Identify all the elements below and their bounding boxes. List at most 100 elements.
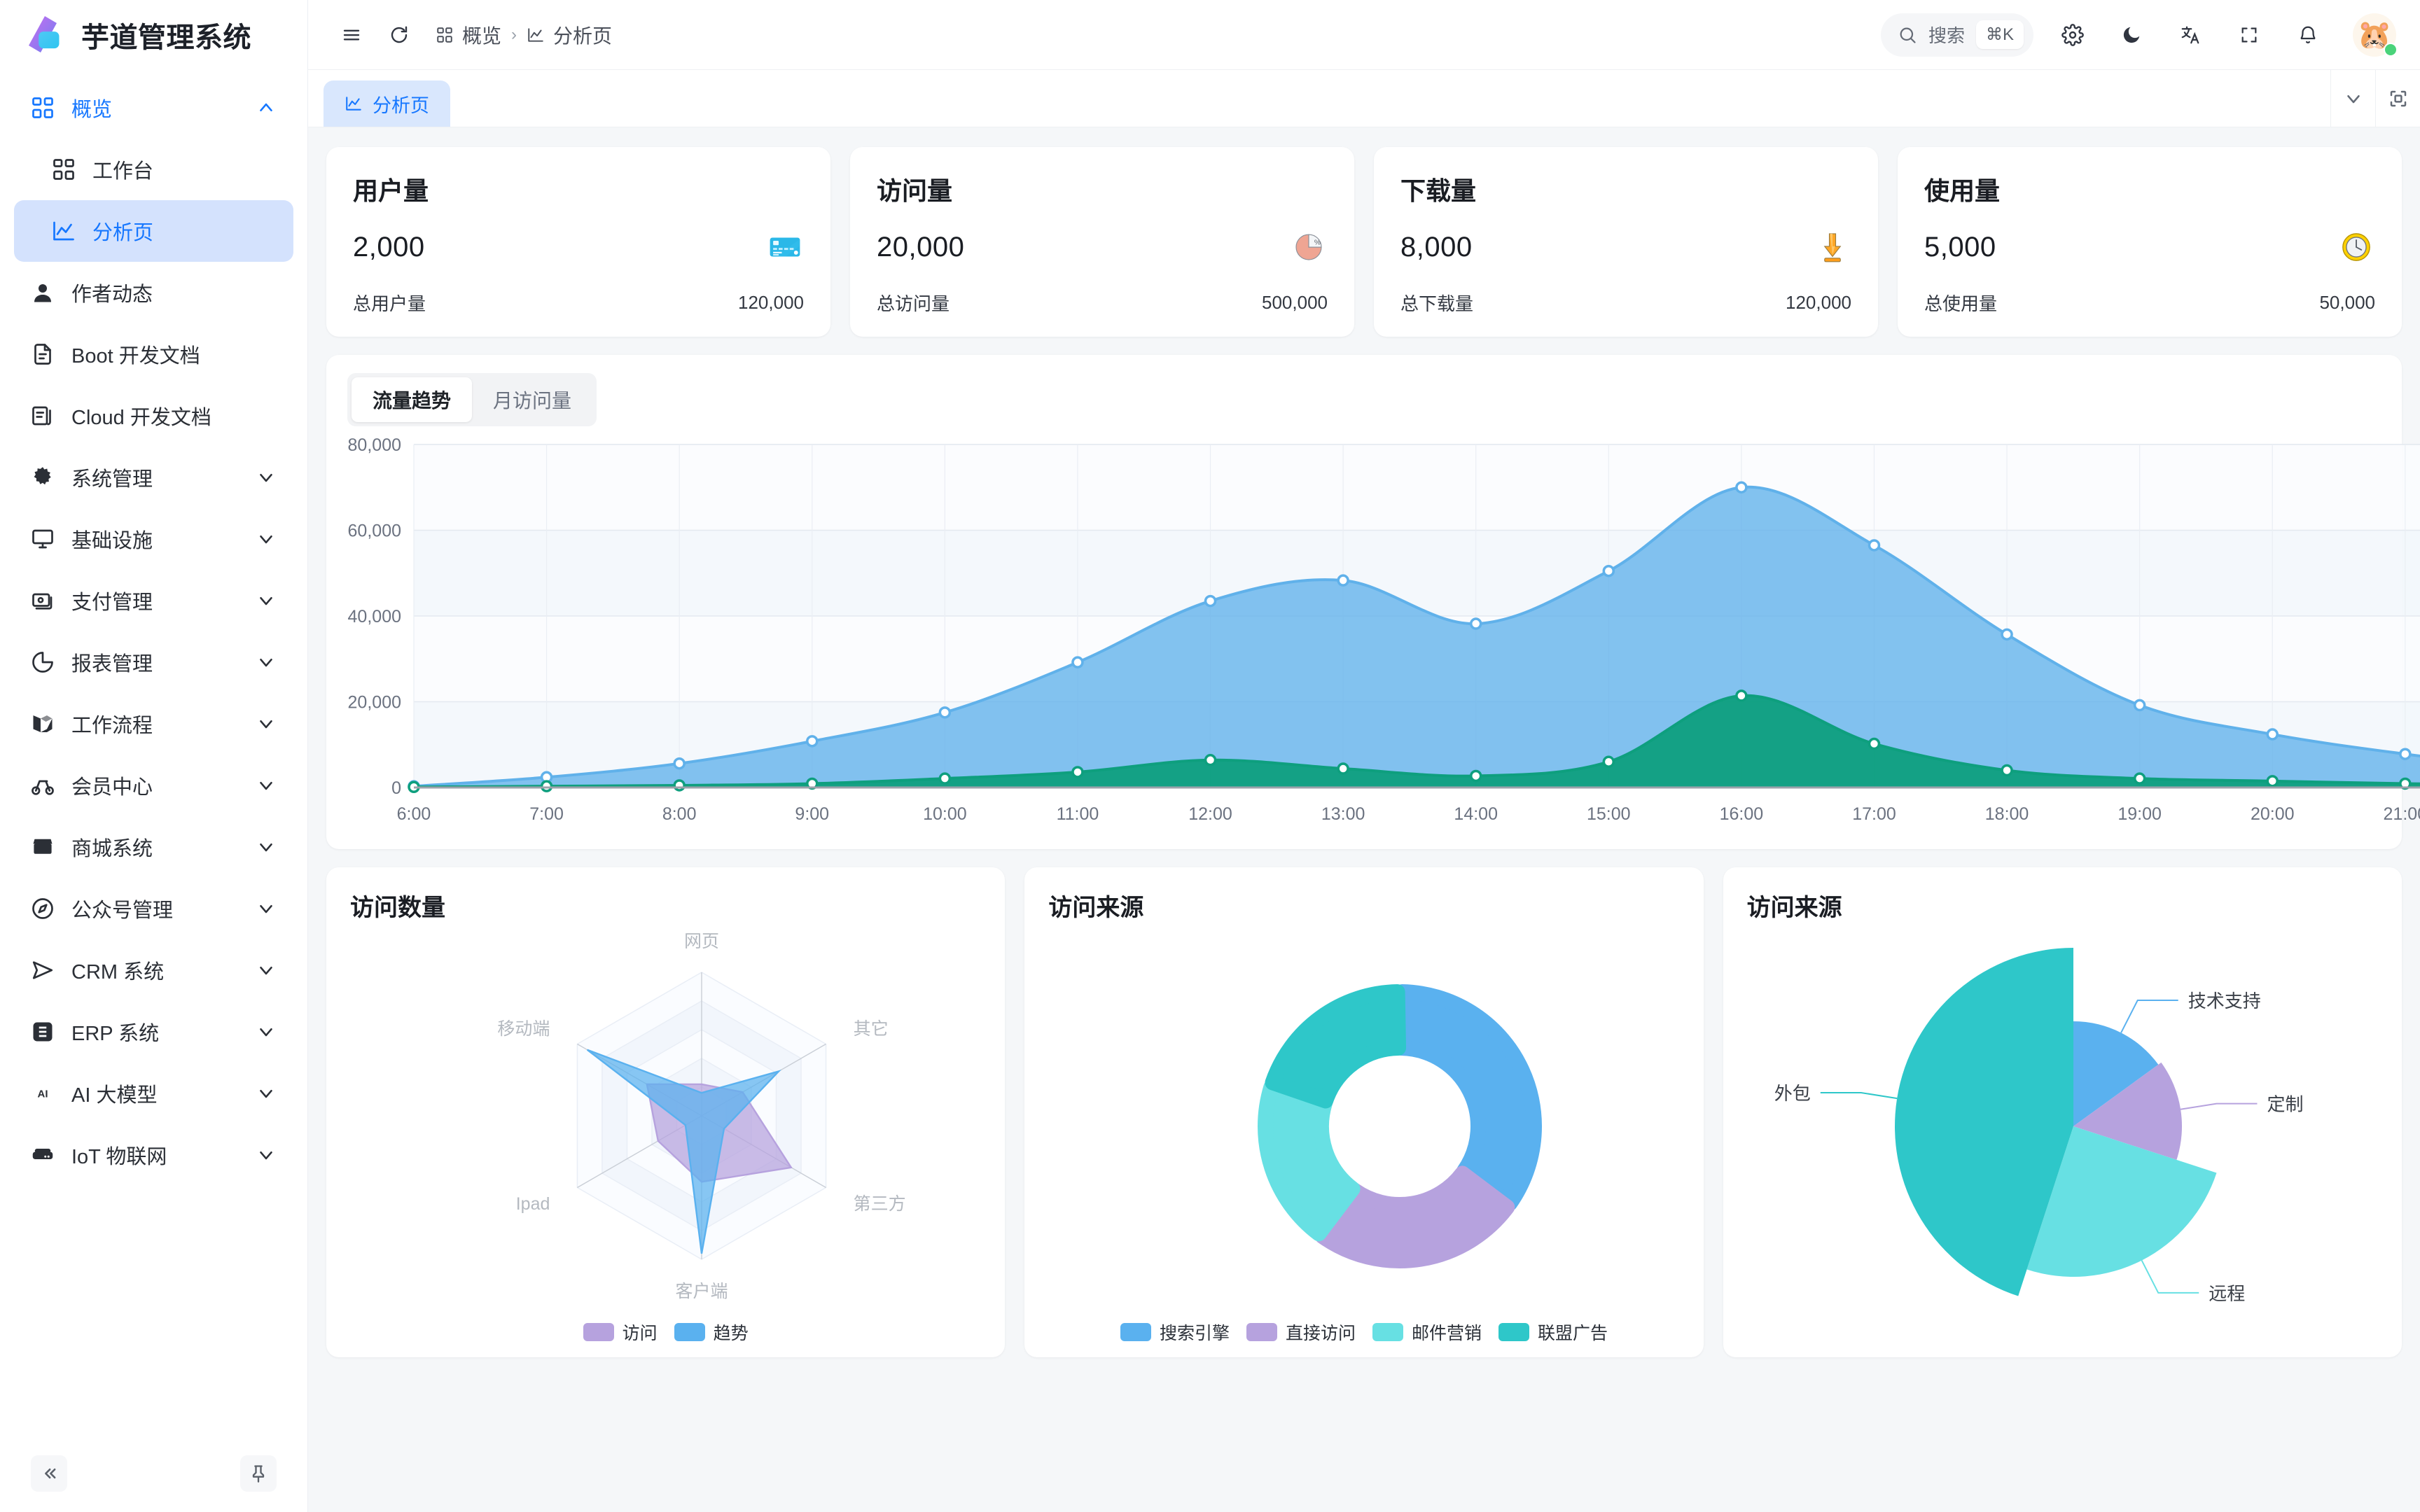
server-icon — [29, 1142, 56, 1168]
tab-bar-controls — [2330, 70, 2420, 127]
translate-icon[interactable] — [2171, 15, 2210, 55]
legend-swatch — [1372, 1323, 1403, 1341]
refresh-icon[interactable] — [380, 15, 419, 55]
sidebar-item-label: Boot 开发文档 — [71, 345, 200, 368]
legend-item[interactable]: 直接访问 — [1246, 1320, 1356, 1345]
chevron-down-icon — [254, 835, 278, 859]
pin-sidebar-button[interactable] — [240, 1455, 277, 1492]
search-placeholder: 搜索 — [1928, 25, 1965, 46]
grid-icon — [50, 156, 77, 183]
tab-list: 分析页 — [308, 70, 450, 127]
sidebar-item-2[interactable]: 分析页 — [14, 200, 293, 262]
svg-text:其它: 其它 — [854, 1019, 889, 1039]
chart-icon — [50, 218, 77, 244]
svg-text:AI: AI — [38, 1088, 48, 1100]
maximize-icon[interactable] — [2375, 70, 2420, 127]
stat-card-2: 下载量 8,000 总下载量 120,000 — [1374, 147, 1878, 337]
bell-icon[interactable] — [2288, 15, 2328, 55]
traffic-area-chart[interactable]: 0 20,000 40,000 60,000 80,000 6:00 7:00 8:00 9:0… — [347, 438, 2420, 836]
svg-text:80,000: 80,000 — [348, 438, 401, 455]
rose-pie-chart[interactable]: 技术支持 定制 远程 外包 — [1723, 916, 2402, 1336]
avatar[interactable]: 🐹 — [2353, 13, 2398, 57]
legend-item[interactable]: 邮件营销 — [1372, 1320, 1482, 1345]
sidebar-item-5[interactable]: Cloud 开发文档 — [14, 385, 293, 447]
gear-icon — [29, 464, 56, 491]
download-icon — [1814, 228, 1851, 266]
svg-text:技术支持: 技术支持 — [2188, 990, 2260, 1011]
hamburger-icon[interactable] — [332, 15, 371, 55]
sidebar-item-15[interactable]: ERP 系统 — [14, 1001, 293, 1063]
chevron-down-icon[interactable] — [2330, 70, 2375, 127]
svg-text:0: 0 — [391, 778, 401, 798]
sidebar-item-label: 分析页 — [92, 222, 154, 244]
erp-icon — [29, 1018, 56, 1045]
traffic-trend-card: 流量趋势 月访问量 0 20,000 40,000 60,000 80,000 6:00 7… — [326, 355, 2420, 849]
card-title: 访问数量 — [350, 895, 445, 921]
sidebar-item-6[interactable]: 系统管理 — [14, 447, 293, 508]
legend-swatch — [1120, 1323, 1151, 1341]
logo-row[interactable]: 芋道管理系统 — [0, 0, 307, 70]
donut-chart[interactable] — [1024, 923, 1703, 1301]
app-logo-icon — [24, 13, 67, 57]
sidebar-item-11[interactable]: 会员中心 — [14, 755, 293, 816]
sidebar-item-10[interactable]: 工作流程 — [14, 693, 293, 755]
clock-icon — [2337, 228, 2375, 266]
donut-legend: 搜索引擎 直接访问 邮件营销 联盟广告 — [1024, 1320, 1703, 1345]
sidebar-item-8[interactable]: 支付管理 — [14, 570, 293, 631]
breadcrumb-item-analysis[interactable]: 分析页 — [527, 21, 612, 49]
svg-text:移动端: 移动端 — [497, 1019, 550, 1039]
legend-item[interactable]: 搜索引擎 — [1120, 1320, 1230, 1345]
sidebar-item-0[interactable]: 概览 — [14, 77, 293, 139]
legend-item[interactable]: 访问 — [583, 1320, 658, 1345]
sidebar-item-13[interactable]: 公众号管理 — [14, 878, 293, 939]
stat-foot-value: 500,000 — [1262, 292, 1328, 313]
stat-title: 访问量 — [877, 176, 953, 205]
trend-tab-monthly[interactable]: 月访问量 — [493, 390, 572, 412]
collapse-sidebar-button[interactable] — [31, 1455, 67, 1492]
radar-legend: 访问 趋势 — [326, 1320, 1005, 1345]
legend-item[interactable]: 趋势 — [674, 1320, 749, 1345]
sidebar-item-3[interactable]: 作者动态 — [14, 262, 293, 323]
search-icon — [1898, 25, 1917, 45]
svg-text:11:00: 11:00 — [1057, 804, 1099, 824]
svg-text:7:00: 7:00 — [529, 804, 564, 824]
sidebar-item-16[interactable]: AI AI 大模型 — [14, 1063, 293, 1124]
svg-text:外包: 外包 — [1774, 1083, 1810, 1104]
svg-text:8:00: 8:00 — [662, 804, 697, 824]
sidebar-item-12[interactable]: 商城系统 — [14, 816, 293, 878]
sidebar-item-9[interactable]: 报表管理 — [14, 631, 293, 693]
sidebar-item-1[interactable]: 工作台 — [14, 139, 293, 200]
sidebar-item-4[interactable]: Boot 开发文档 — [14, 323, 293, 385]
search-input[interactable]: 搜索 ⌘K — [1880, 13, 2033, 57]
moon-icon[interactable] — [2112, 15, 2151, 55]
chart-icon — [345, 94, 363, 113]
sidebar-item-label: CRM 系统 — [71, 961, 165, 983]
stat-foot-label: 总访问量 — [877, 293, 950, 314]
gear-icon[interactable] — [2053, 15, 2092, 55]
legend-item[interactable]: 联盟广告 — [1498, 1320, 1608, 1345]
tab-analysis[interactable]: 分析页 — [324, 80, 450, 127]
stat-value: 8,000 — [1400, 231, 1473, 262]
radar-chart[interactable]: 网页 其它 第三方 客户端 Ipad 移动端 — [326, 923, 1005, 1301]
stat-card-3: 使用量 5,000 总使用量 50,000 — [1898, 147, 2402, 337]
fullscreen-icon[interactable] — [2230, 15, 2269, 55]
credit-card-icon — [766, 228, 804, 266]
breadcrumb-label: 概览 — [462, 24, 502, 47]
sidebar-item-label: 基础设施 — [71, 530, 153, 552]
breadcrumb-item-overview[interactable]: 概览 — [436, 21, 501, 49]
trend-tab-traffic[interactable]: 流量趋势 — [352, 377, 473, 422]
sidebar-item-label: 公众号管理 — [71, 899, 174, 922]
sidebar-item-14[interactable]: CRM 系统 — [14, 939, 293, 1001]
legend-swatch — [674, 1323, 705, 1341]
svg-text:13:00: 13:00 — [1321, 804, 1365, 824]
sidebar-item-7[interactable]: 基础设施 — [14, 508, 293, 570]
document-icon — [29, 341, 56, 368]
stat-foot-label: 总用户量 — [353, 293, 426, 314]
sidebar-item-17[interactable]: IoT 物联网 — [14, 1124, 293, 1186]
svg-text:12:00: 12:00 — [1188, 804, 1232, 824]
compass-icon — [29, 895, 56, 922]
legend-swatch — [1246, 1323, 1277, 1341]
bike-icon — [29, 772, 56, 799]
pie-icon — [29, 649, 56, 676]
